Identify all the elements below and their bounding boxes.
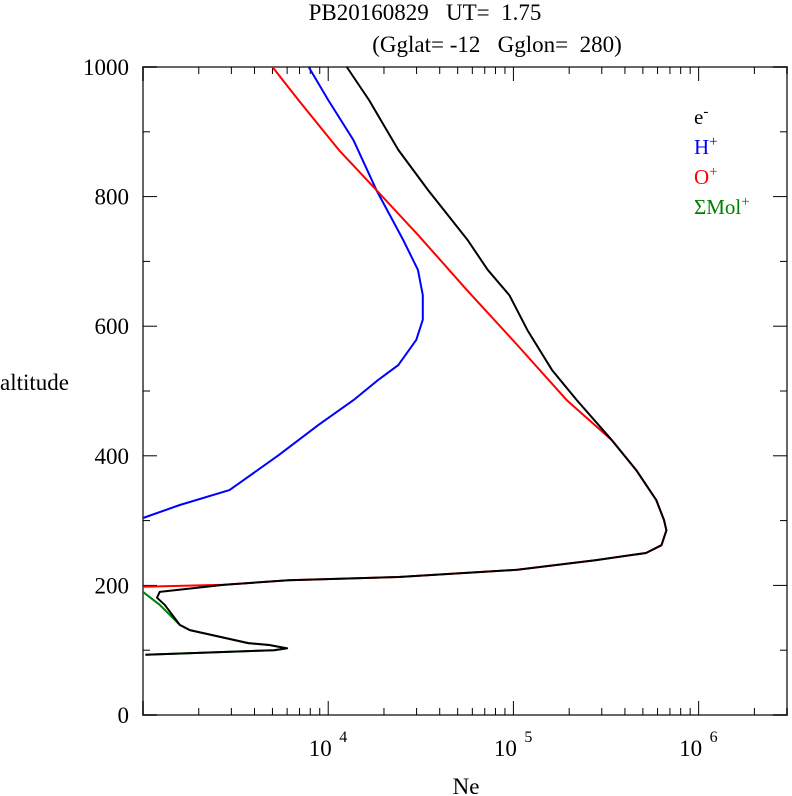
legend-entry-superscript: + (709, 164, 717, 180)
x-axis-label: Ne (453, 774, 480, 796)
plot-frame (142, 66, 788, 716)
x-tick-label: 10 (309, 736, 332, 761)
legend-entry-superscript: - (703, 104, 708, 120)
series-line-o (142, 66, 668, 588)
y-tick-label: 200 (95, 573, 130, 598)
y-tick-label: 1000 (83, 55, 129, 80)
y-tick-label: 400 (95, 444, 130, 469)
chart-title-line1: PB20160829 UT= 1.75 (309, 0, 542, 25)
legend-entry-superscript: + (741, 194, 749, 210)
x-tick-label: 10 (494, 736, 517, 761)
legend-entry: H+ (694, 134, 718, 159)
chart-title-line2: (Gglat= -12 Gglon= 280) (372, 32, 622, 57)
x-tick-label-exponent: 4 (339, 729, 347, 746)
x-tick-label: 10 (679, 736, 702, 761)
legend-entry-superscript: + (709, 134, 717, 150)
legend-entry: ΣMol+ (694, 194, 750, 219)
legend-entry: e- (694, 104, 708, 129)
x-tick-label-exponent: 6 (710, 729, 718, 746)
x-tick-label-exponent: 5 (524, 729, 532, 746)
y-axis-label: altitude (0, 370, 69, 395)
series-line-e (145, 66, 668, 656)
y-tick-label: 600 (95, 314, 130, 339)
series-line-h (142, 66, 424, 519)
y-tick-label: 0 (118, 703, 130, 728)
legend-entry: O+ (694, 164, 718, 189)
y-tick-label: 800 (95, 185, 130, 210)
